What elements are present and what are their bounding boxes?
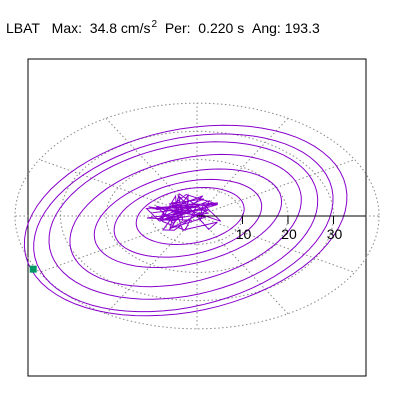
orbit-noise-cluster	[145, 192, 222, 231]
max-unit-exponent: 2	[151, 19, 158, 30]
angle-value: 193.3	[284, 20, 320, 36]
max-label: Max:	[51, 20, 82, 36]
orbit-ellipse-2	[48, 141, 319, 300]
period-value: 0.220 s	[198, 20, 245, 36]
orbit-ellipse-6	[135, 186, 245, 246]
radial-axis: 10 20 30	[197, 215, 366, 242]
plot-frame	[27, 58, 367, 377]
end-marker-layer	[29, 265, 37, 273]
orbit-traces	[23, 124, 348, 317]
grid-spoke-60	[196, 117, 289, 217]
orbit-ellipse-5	[113, 178, 263, 258]
station-name: LBAT	[6, 20, 40, 36]
radial-tick-label-10: 10	[236, 226, 252, 242]
period-label: Per:	[164, 20, 191, 36]
angle-label: Ang:	[252, 20, 281, 36]
radial-tick-label-20: 20	[281, 226, 297, 242]
radial-tick-label-30: 30	[327, 226, 343, 242]
orbit-ellipse-0	[23, 124, 348, 317]
end-point-marker	[29, 265, 37, 273]
orbit-ellipse-1	[33, 133, 334, 313]
orbit-ellipse-4	[93, 168, 283, 269]
max-value: 34.8 cm/s2	[89, 19, 158, 36]
orbit-ellipse-3	[69, 153, 302, 288]
chart-header: LBAT Max: 34.8 cm/s2 Per: 0.220 s Ang: 1…	[6, 16, 320, 37]
grid-ring-3	[14, 102, 380, 330]
